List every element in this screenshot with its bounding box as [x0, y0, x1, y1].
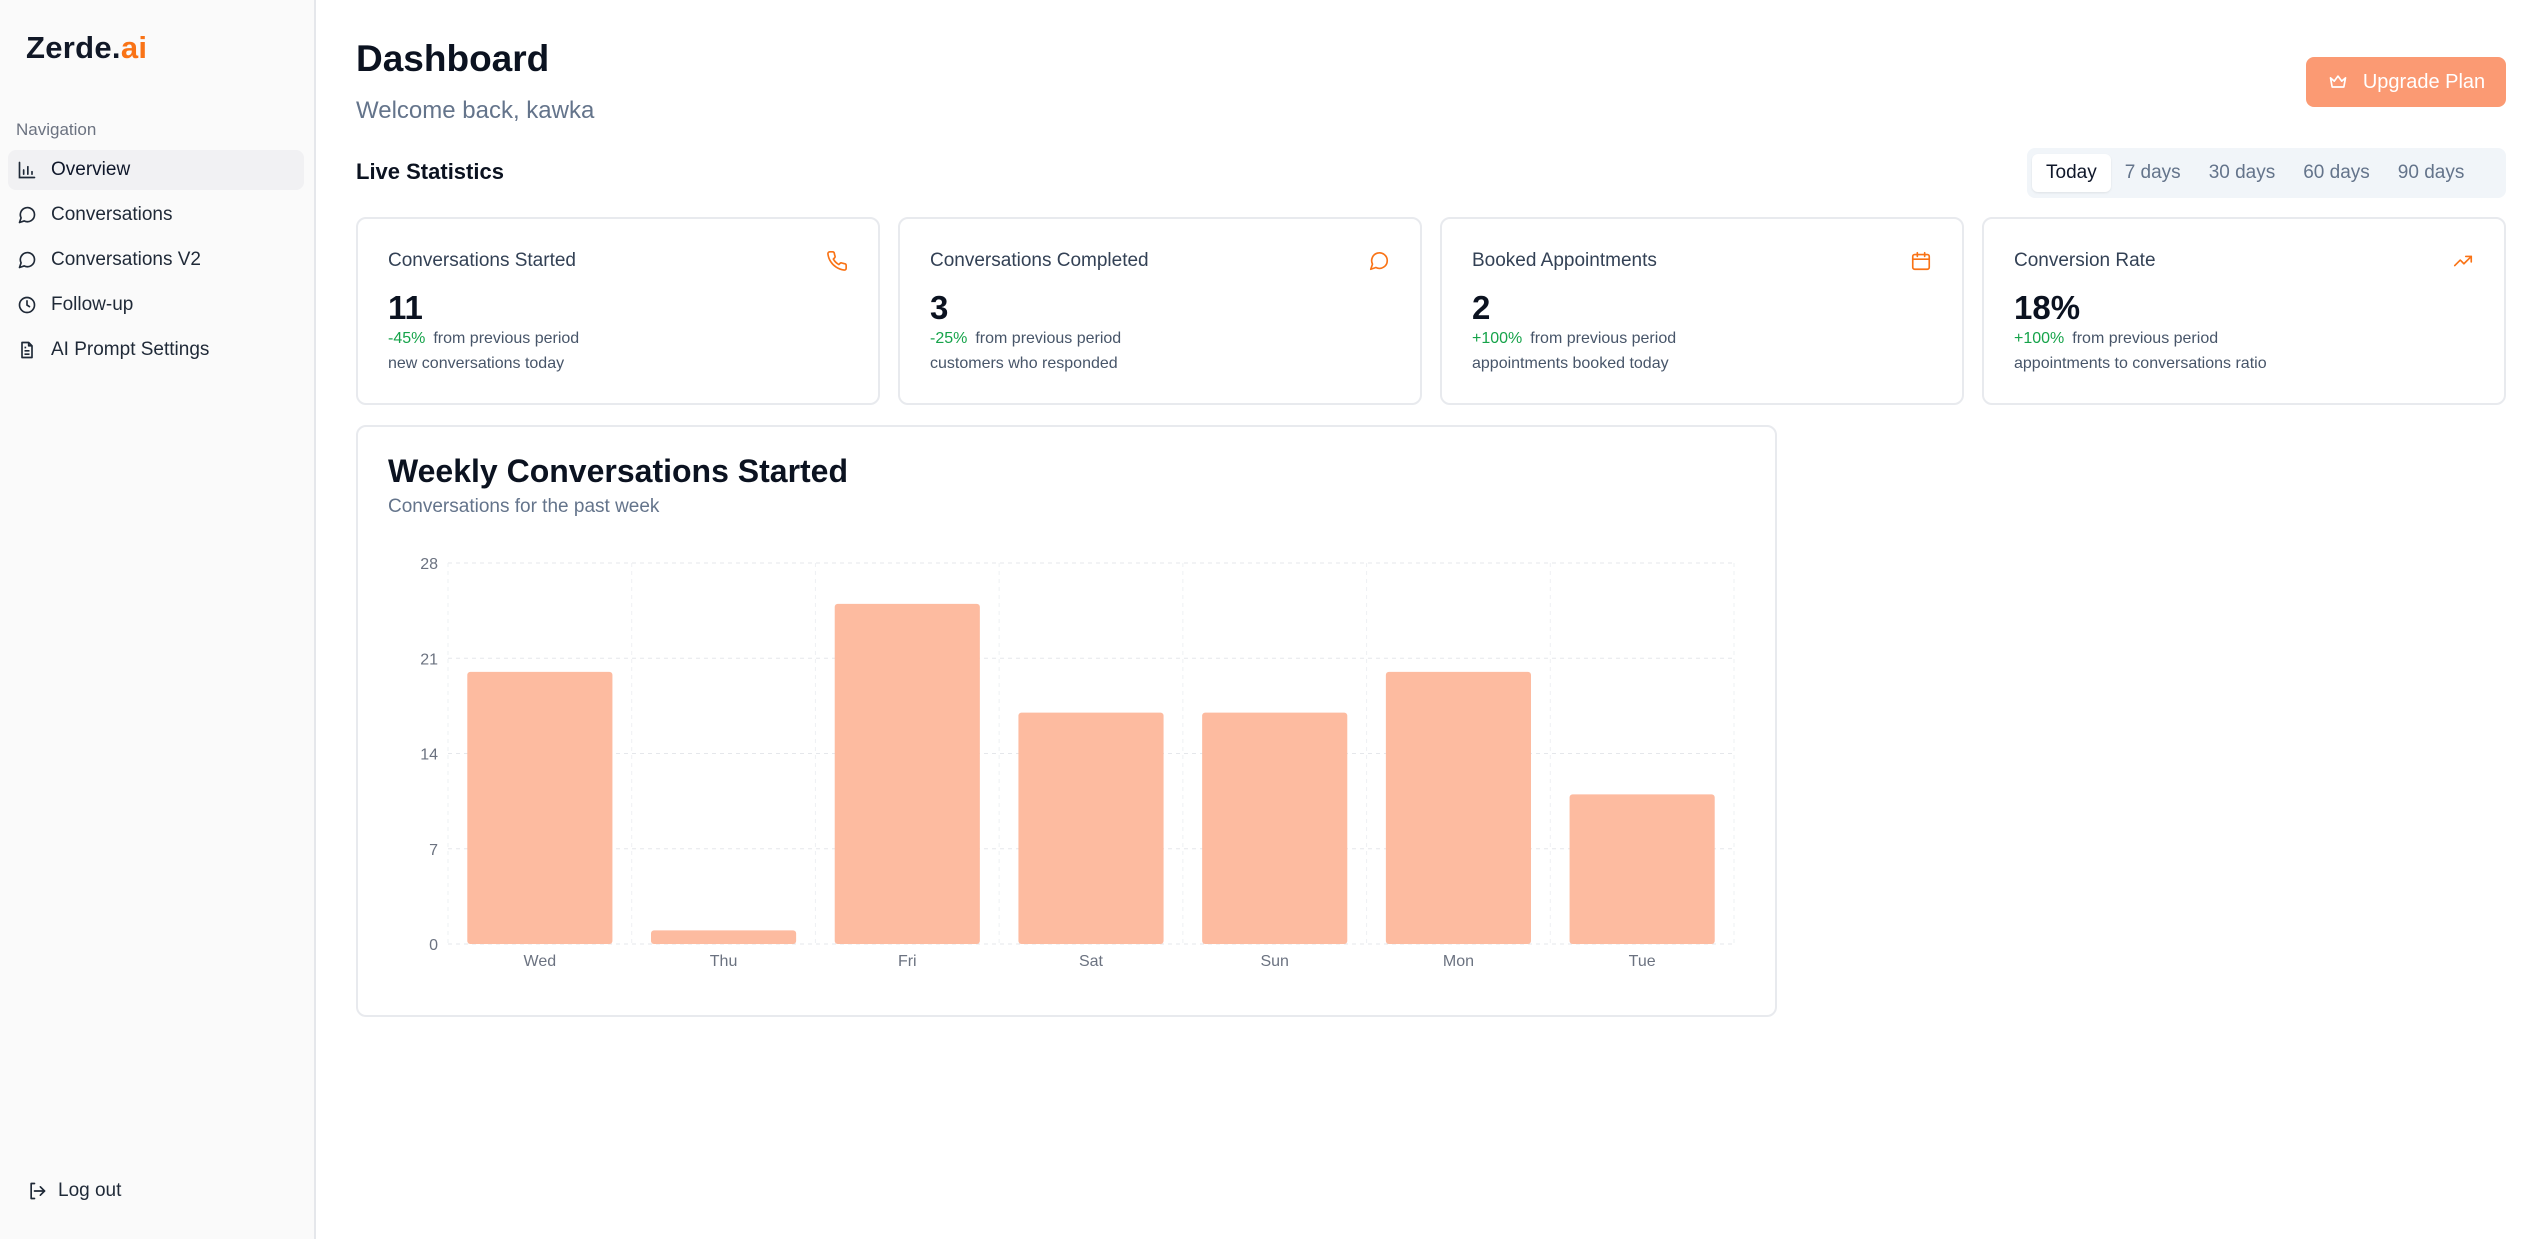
tab-30-days[interactable]: 30 days: [2208, 162, 2276, 183]
message-circle-icon: [16, 204, 38, 226]
sidebar-item-label: Conversations V2: [51, 249, 201, 270]
sidebar: Zerde.ai Navigation Overview Conversatio…: [0, 0, 316, 1239]
crown-icon: [2327, 71, 2349, 93]
page-title: Dashboard: [356, 38, 550, 79]
stat-card-change: +100% from previous period: [1472, 330, 1676, 348]
calendar-icon: [1910, 250, 1932, 272]
y-tick-label: 21: [420, 651, 438, 668]
sidebar-item-conversations-v2[interactable]: Conversations V2: [8, 240, 304, 280]
phone-icon: [826, 250, 848, 272]
sidebar-nav: Overview Conversations Conversations V2 …: [8, 150, 304, 375]
upgrade-plan-label: Upgrade Plan: [2362, 70, 2486, 93]
tab-today[interactable]: Today: [2032, 154, 2111, 192]
stat-change-text: from previous period: [1530, 330, 1677, 347]
sidebar-item-conversations[interactable]: Conversations: [8, 195, 304, 235]
stat-card-description: customers who responded: [930, 355, 1118, 372]
x-tick-label: Sun: [1260, 953, 1288, 970]
tab-60-days[interactable]: 60 days: [2303, 162, 2370, 183]
sidebar-item-overview[interactable]: Overview: [8, 150, 304, 190]
stat-card-conversations-completed: Conversations Completed 3 -25% from previ…: [898, 217, 1422, 405]
trending-up-icon: [2452, 250, 2474, 272]
bar-sat: [1018, 712, 1164, 944]
stat-card-title: Conversations Started: [388, 250, 576, 271]
y-tick-label: 7: [429, 842, 438, 859]
stat-change-text: from previous period: [433, 330, 580, 347]
sidebar-item-label: Overview: [51, 159, 131, 180]
tab-7-days[interactable]: 7 days: [2124, 162, 2181, 183]
stat-card-title: Booked Appointments: [1472, 250, 1657, 271]
logout-button[interactable]: Log out: [26, 1180, 121, 1202]
y-tick-label: 28: [420, 556, 438, 573]
clock-icon: [16, 294, 38, 316]
stat-card-change: -45% from previous period: [388, 330, 579, 348]
bar-thu: [651, 930, 797, 944]
sidebar-item-ai-prompt-settings[interactable]: AI Prompt Settings: [8, 330, 304, 370]
bar-chart-icon: [16, 159, 38, 181]
stat-card-title: Conversion Rate: [2014, 250, 2156, 271]
stat-card-conversion-rate: Conversion Rate 18% +100% from previous p…: [1982, 217, 2506, 405]
stat-change-percent: -25%: [930, 330, 968, 347]
stat-change-text: from previous period: [2072, 330, 2219, 347]
bar-chart: 0 7 14 21 28 Wed Thu Fri Sat Sun Mon Tue: [420, 556, 1735, 970]
stat-card-change: -25% from previous period: [930, 330, 1121, 348]
x-tick-label: Sat: [1079, 953, 1104, 970]
stat-card-booked-appointments: Booked Appointments 2 +100% from previous…: [1440, 217, 1964, 405]
message-circle-icon: [16, 249, 38, 271]
stat-card-change: +100% from previous period: [2014, 330, 2218, 348]
stat-card-title: Conversations Completed: [930, 250, 1149, 271]
y-tick-label: 0: [429, 937, 438, 954]
bar-fri: [834, 603, 980, 944]
nav-heading: Navigation: [16, 120, 97, 139]
chart-title: Weekly Conversations Started: [388, 453, 849, 489]
welcome-subtitle: Welcome back, kawka: [356, 97, 595, 124]
stat-change-percent: -45%: [388, 330, 426, 347]
stat-card-value: 11: [388, 289, 423, 326]
tab-90-days[interactable]: 90 days: [2397, 162, 2465, 183]
x-tick-label: Fri: [898, 953, 917, 970]
x-tick-label: Tue: [1629, 953, 1656, 970]
sidebar-item-label: AI Prompt Settings: [51, 339, 210, 360]
message-circle-icon: [1368, 250, 1390, 272]
stat-card-description: appointments to conversations ratio: [2014, 355, 2267, 372]
stat-change-text: from previous period: [975, 330, 1122, 347]
stat-card-description: new conversations today: [388, 355, 565, 372]
x-tick-label: Mon: [1443, 953, 1474, 970]
chart-subtitle: Conversations for the past week: [388, 496, 660, 517]
logout-icon: [26, 1180, 48, 1202]
stat-change-percent: +100%: [2014, 330, 2065, 347]
stat-card-value: 3: [930, 289, 949, 326]
main-content: Dashboard Welcome back, kawka Upgrade Pl…: [316, 0, 2546, 1239]
stat-change-percent: +100%: [1472, 330, 1523, 347]
app-logo[interactable]: Zerde.ai: [26, 30, 148, 65]
upgrade-plan-button[interactable]: Upgrade Plan: [2306, 57, 2506, 107]
stat-card-description: appointments booked today: [1472, 355, 1669, 372]
file-text-icon: [16, 339, 38, 361]
weekly-conversations-chart-card: Weekly Conversations Started Conversatio…: [356, 425, 1777, 1017]
stat-card-conversations-started: Conversations Started 11 -45% from previo…: [356, 217, 880, 405]
bar-sun: [1202, 712, 1348, 944]
sidebar-item-label: Follow-up: [51, 294, 134, 315]
logout-label: Log out: [58, 1180, 122, 1201]
bar-wed: [467, 671, 613, 944]
sidebar-item-follow-up[interactable]: Follow-up: [8, 285, 304, 325]
stat-card-value: 18%: [2014, 289, 2081, 326]
x-tick-label: Wed: [524, 953, 557, 970]
x-tick-label: Thu: [710, 953, 738, 970]
live-statistics-title: Live Statistics: [356, 159, 504, 184]
bar-tue: [1569, 794, 1715, 944]
y-tick-label: 14: [420, 747, 438, 764]
stat-card-value: 2: [1472, 289, 1491, 326]
sidebar-item-label: Conversations: [51, 204, 173, 225]
range-tabs: Today 7 days 30 days 60 days 90 days: [2027, 148, 2506, 198]
bar-mon: [1385, 671, 1531, 944]
